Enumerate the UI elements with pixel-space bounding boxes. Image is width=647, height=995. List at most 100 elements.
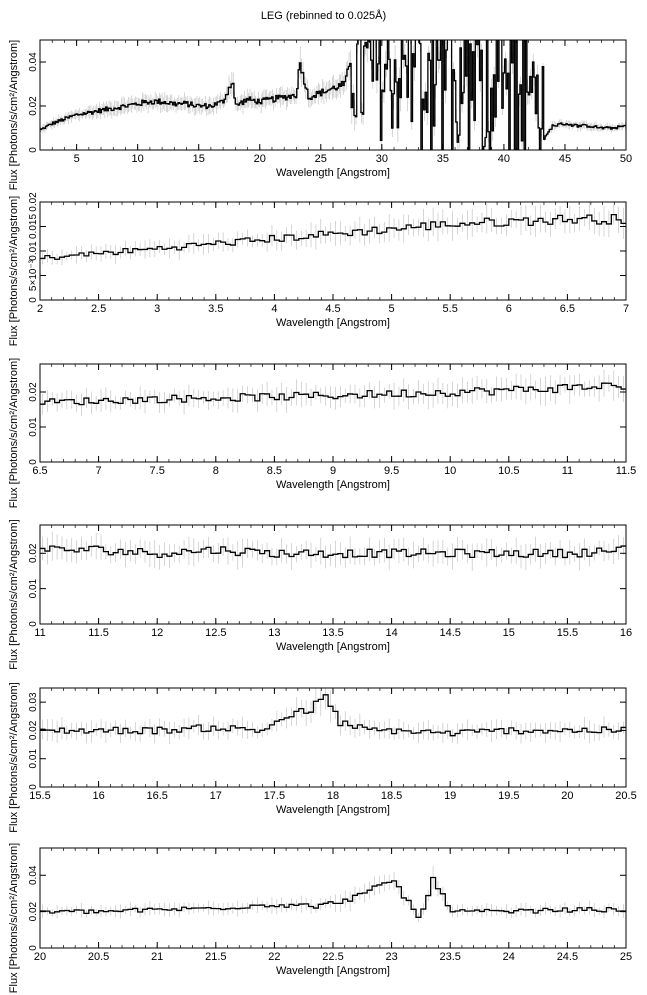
spectrum-line: [40, 545, 626, 559]
x-tick-label: 21: [151, 951, 163, 963]
x-tick-label: 20: [254, 153, 266, 165]
x-tick-label: 24.5: [557, 951, 578, 963]
x-axis-label: Wavelength [Angstrom]: [276, 167, 390, 179]
x-tick-label: 40: [498, 153, 510, 165]
y-tick-label: 0.02: [28, 192, 39, 212]
y-axis-label: Flux [Photons/s/cm²/Angstrom]: [8, 843, 20, 993]
spectrum-line: [40, 40, 626, 150]
x-tick-label: 15: [503, 627, 515, 639]
x-axis-label: Wavelength [Angstrom]: [276, 965, 390, 977]
x-tick-label: 7.5: [150, 465, 165, 477]
series-group: [40, 369, 626, 417]
x-tick-label: 25: [315, 153, 327, 165]
y-tick-label: 5×10⁻³: [28, 259, 39, 291]
y-axis-label: Flux [Photons/s/cm²/Angstrom]: [8, 358, 20, 508]
x-tick-label: 20.5: [615, 790, 636, 802]
y-tick-label: 0: [28, 784, 39, 790]
chart-panel-5: 15.5 16 16.5 17 17.5 18 18.5 19 19.5 20 20.5 0 0.01 0…: [8, 682, 637, 832]
x-tick-label: 22: [268, 951, 280, 963]
y-tick-label: 0: [28, 945, 39, 951]
y-tick-label: 0.01: [28, 241, 39, 261]
y-tick-label: 0.03: [28, 692, 39, 712]
x-tick-label: 2: [37, 303, 43, 315]
x-tick-label: 16: [92, 790, 104, 802]
error-bars: [42, 369, 624, 417]
spectrum-line: [40, 382, 626, 406]
x-axis-label: Wavelength [Angstrom]: [276, 479, 390, 491]
x-tick-label: 6.5: [560, 303, 575, 315]
y-tick-label: 0.01: [28, 417, 39, 437]
plot-frame: [39, 847, 627, 949]
x-tick-label: 11: [562, 465, 573, 477]
y-tick-label: 0.04: [28, 52, 39, 72]
y-tick-label: 0.02: [28, 96, 39, 116]
x-tick-label: 50: [620, 153, 632, 165]
x-tick-label: 9.5: [384, 465, 399, 477]
plot-frame: [39, 524, 627, 625]
y-axis-label: Flux [Photons/s/cm²/Angstrom]: [8, 40, 20, 190]
chart-panel-3: 6.5 7 7.5 8 8.5 9 9.5 10 10.5 11 11.5 0 0.01 0.02 Wave…: [8, 358, 636, 508]
x-tick-label: 25: [620, 951, 632, 963]
x-tick-label: 20: [34, 951, 46, 963]
x-tick-label: 8: [213, 465, 219, 477]
x-tick-label: 24: [503, 951, 515, 963]
y-tick-label: 0.02: [28, 543, 39, 563]
x-tick-label: 6.5: [32, 465, 47, 477]
plot-frame: [39, 363, 627, 463]
x-tick-label: 30: [376, 153, 388, 165]
x-tick-label: 17: [210, 790, 222, 802]
chart-panel-1: 5 10 15 20 25 30 35 40 45 50 0 0.02 0.04 Wavelength […: [8, 39, 632, 190]
x-tick-label: 19.5: [498, 790, 519, 802]
series-group: [40, 688, 626, 745]
x-tick-label: 20: [561, 790, 573, 802]
x-tick-label: 11.5: [616, 465, 637, 477]
plot-frame: [39, 687, 627, 788]
x-tick-label: 14.5: [439, 627, 460, 639]
y-tick-label: 0.015: [28, 214, 39, 239]
x-tick-label: 12: [151, 627, 163, 639]
y-axis-label: Flux [Photons/s/cm²/Angstrom]: [8, 196, 20, 346]
y-tick-label: 0.02: [28, 382, 39, 402]
chart-panel-4: 11 11.5 12 12.5 13 13.5 14 14.5 15 15.5 16 0 0.01 0.0…: [8, 519, 632, 669]
series-group: [40, 40, 626, 150]
y-tick-label: 0: [28, 459, 39, 465]
x-tick-label: 13.5: [322, 627, 343, 639]
x-tick-label: 3: [154, 303, 160, 315]
y-tick-label: 0.01: [28, 749, 39, 769]
y-tick-label: 0.04: [28, 865, 39, 885]
chart-panel-2: 2 2.5 3 3.5 4 4.5 5 5.5 6 6.5 7 0 5×10⁻³0.01 0.015 0.0…: [8, 192, 629, 346]
x-tick-label: 7: [623, 303, 629, 315]
x-tick-label: 16.5: [146, 790, 167, 802]
x-tick-label: 11: [34, 627, 45, 639]
figure-title: LEG (rebinned to 0.025Å): [260, 10, 387, 22]
spectrum-line: [40, 876, 626, 918]
y-axis-label: Flux [Photons/s/cm²/Angstrom]: [8, 519, 20, 669]
x-tick-label: 19: [444, 790, 456, 802]
y-tick-label: 0.01: [28, 578, 39, 598]
series-group: [40, 865, 626, 923]
x-tick-label: 18.5: [381, 790, 402, 802]
x-tick-label: 7: [96, 465, 102, 477]
x-tick-label: 5.5: [443, 303, 458, 315]
series-group: [40, 202, 626, 266]
spectrum-line: [40, 213, 626, 260]
x-tick-label: 15: [193, 153, 205, 165]
x-tick-label: 5: [389, 303, 395, 315]
x-tick-label: 10: [444, 465, 456, 477]
x-tick-label: 4: [271, 303, 277, 315]
x-tick-label: 15.5: [29, 790, 50, 802]
x-tick-label: 6: [506, 303, 512, 315]
x-tick-label: 13: [268, 627, 280, 639]
x-tick-label: 18: [327, 790, 339, 802]
y-tick-label: 0: [28, 147, 39, 153]
x-tick-label: 9: [330, 465, 336, 477]
x-tick-label: 4.5: [325, 303, 340, 315]
x-axis-label: Wavelength [Angstrom]: [276, 804, 390, 816]
x-tick-label: 15.5: [557, 627, 578, 639]
x-tick-label: 21.5: [205, 951, 226, 963]
x-tick-label: 10.5: [498, 465, 519, 477]
x-tick-label: 14: [385, 627, 397, 639]
y-tick-label: 0: [28, 621, 39, 627]
